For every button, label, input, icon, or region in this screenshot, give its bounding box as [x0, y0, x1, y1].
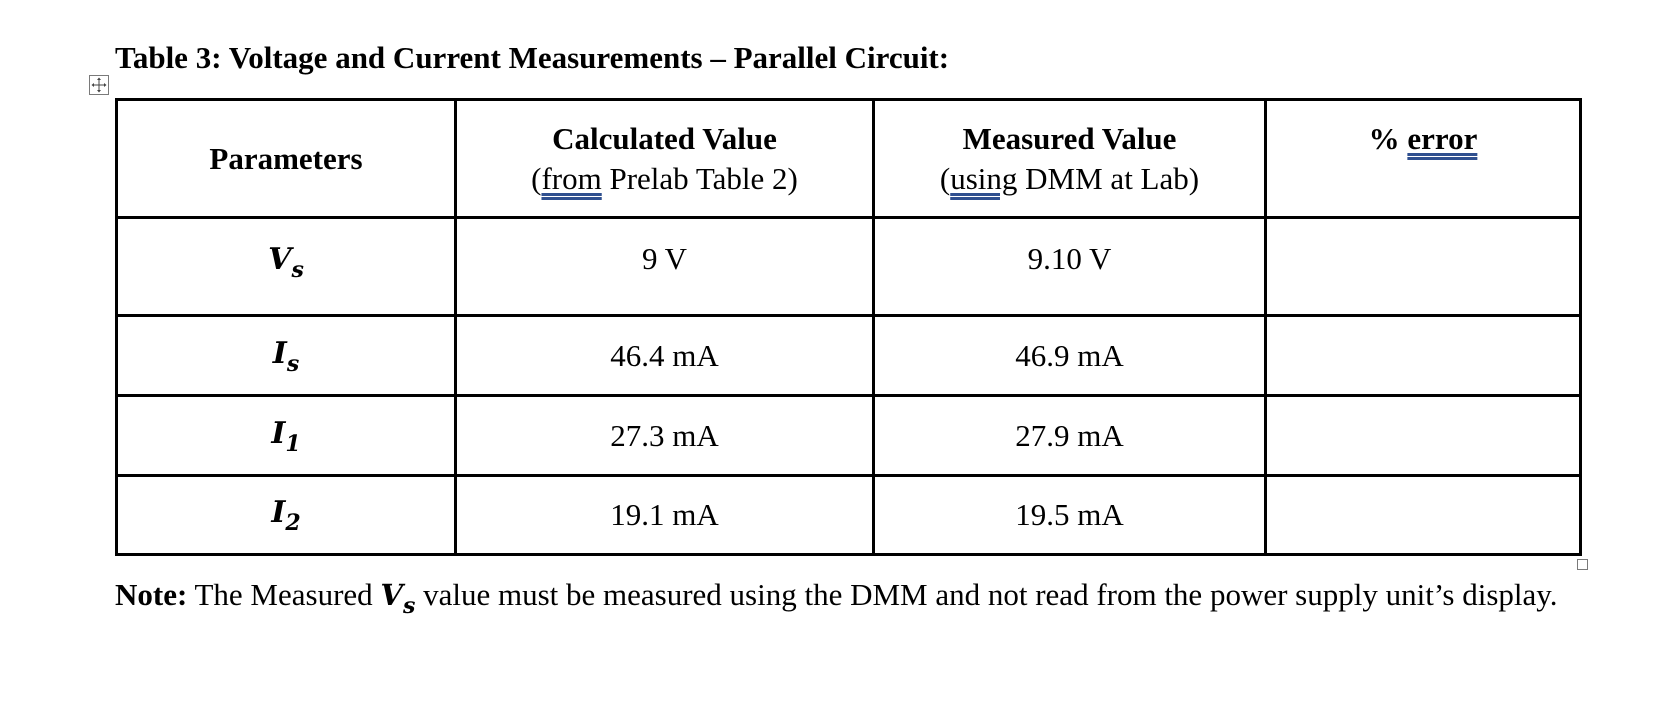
header-percent-error: % error: [1264, 98, 1582, 219]
param-cell: Is: [115, 314, 457, 397]
table-resize-handle-icon[interactable]: [1577, 559, 1588, 570]
header-measured-source: (using DMM at Lab): [939, 160, 1200, 196]
calculated-cell[interactable]: 19.1 mA: [454, 474, 875, 556]
error-cell[interactable]: [1264, 314, 1582, 397]
header-measured-label: Measured Value: [962, 120, 1177, 156]
four-way-arrow-icon: [91, 77, 107, 93]
table-caption: Table 3: Voltage and Current Measurement…: [115, 40, 950, 75]
table-row-vs: Vs 9 V 9.10 V: [115, 216, 1582, 317]
error-cell[interactable]: [1264, 474, 1582, 556]
note-symbol: Vs: [380, 578, 416, 619]
measurements-table: Parameters Calculated Value (from Prelab…: [115, 98, 1582, 556]
measured-cell[interactable]: 19.5 mA: [872, 474, 1267, 556]
header-calculated-source: (from Prelab Table 2): [531, 160, 798, 196]
header-measured-value: Measured Value (using DMM at Lab): [872, 98, 1267, 219]
header-calculated-value: Calculated Value (from Prelab Table 2): [454, 98, 875, 219]
header-parameters: Parameters: [115, 98, 457, 219]
param-cell: Vs: [115, 216, 457, 317]
measured-cell[interactable]: 46.9 mA: [872, 314, 1267, 397]
calculated-cell[interactable]: 9 V: [454, 216, 875, 317]
spellcheck-word-error: error: [1407, 121, 1478, 156]
spellcheck-word-using: using: [950, 160, 1018, 196]
error-cell[interactable]: [1264, 216, 1582, 317]
calculated-cell[interactable]: 27.3 mA: [454, 394, 875, 477]
header-row: Parameters Calculated Value (from Prelab…: [115, 98, 1582, 219]
table-row-is: Is 46.4 mA 46.9 mA: [115, 314, 1582, 397]
measured-cell[interactable]: 9.10 V: [872, 216, 1267, 317]
table-row-i1: I1 27.3 mA 27.9 mA: [115, 394, 1582, 477]
error-cell[interactable]: [1264, 394, 1582, 477]
note-paragraph: Note: The Measured Vs value must be meas…: [115, 577, 1558, 619]
spellcheck-word-from: from: [541, 160, 602, 196]
table-row-i2: I2 19.1 mA 19.5 mA: [115, 474, 1582, 556]
header-calculated-label: Calculated Value: [552, 120, 777, 156]
param-cell: I2: [115, 474, 457, 556]
calculated-cell[interactable]: 46.4 mA: [454, 314, 875, 397]
table-move-handle-icon[interactable]: [89, 75, 109, 95]
measured-cell[interactable]: 27.9 mA: [872, 394, 1267, 477]
param-cell: I1: [115, 394, 457, 477]
note-label: Note:: [115, 577, 188, 612]
